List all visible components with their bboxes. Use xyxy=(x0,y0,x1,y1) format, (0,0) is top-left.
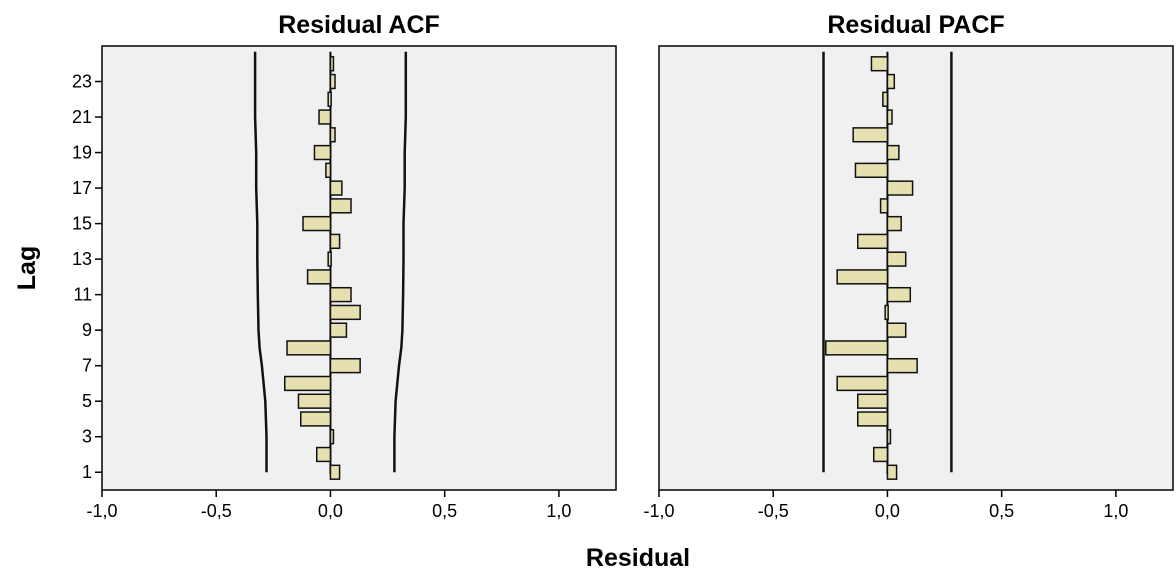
acf-y-tick-label: 7 xyxy=(82,356,92,376)
acf-y-tick-label: 13 xyxy=(72,249,92,269)
acf-y-tick-label: 15 xyxy=(72,214,92,234)
pacf-x-tick-label: 0,0 xyxy=(875,501,900,521)
acf-bar-lag-8 xyxy=(286,340,332,356)
pacf-bar-lag-3 xyxy=(886,429,892,445)
pacf-bar-lag-9 xyxy=(886,322,907,338)
acf-y-tick-label: 5 xyxy=(82,391,92,411)
acf-x-tick-label: 0,0 xyxy=(318,501,343,521)
acf-bar-lag-23 xyxy=(329,73,336,90)
pacf-x-tick-label: 1,0 xyxy=(1103,501,1128,521)
acf-bar-lag-17 xyxy=(329,180,343,196)
acf-bar-lag-5 xyxy=(297,393,332,409)
pacf-bar-lag-4 xyxy=(856,411,889,427)
acf-x-tick-label: -1,0 xyxy=(86,501,117,521)
acf-confidence-upper xyxy=(393,51,408,473)
acf-y-tick-label: 9 xyxy=(82,320,92,340)
pacf-bar-lag-17 xyxy=(886,180,914,196)
pacf-bar-lag-16 xyxy=(879,198,889,214)
acf-bar-lag-9 xyxy=(329,322,348,338)
pacf-bar-lag-13 xyxy=(886,251,907,267)
pacf-bar-lag-12 xyxy=(836,269,889,285)
pacf-plot-area xyxy=(658,45,1174,491)
shared-y-axis-label: Lag xyxy=(13,246,41,290)
pacf-bar-lag-19 xyxy=(886,144,900,161)
acf-bar-lag-10 xyxy=(329,304,361,321)
acf-bar-lag-16 xyxy=(329,198,352,214)
pacf-bar-lag-6 xyxy=(836,375,889,392)
acf-panel-title: Residual ACF xyxy=(278,11,440,39)
acf-bar-lag-13 xyxy=(327,251,332,267)
acf-y-tick-label: 21 xyxy=(72,107,92,127)
pacf-bar-lag-15 xyxy=(886,215,902,232)
acf-bar-lag-24 xyxy=(329,56,335,72)
acf-bars xyxy=(284,56,361,480)
pacf-panel-title: Residual PACF xyxy=(827,11,1004,39)
acf-bar-lag-14 xyxy=(329,233,341,250)
pacf-bar-lag-2 xyxy=(872,446,889,463)
pacf-bar-lag-20 xyxy=(852,127,889,143)
pacf-bar-lag-21 xyxy=(886,109,893,125)
pacf-bar-lag-22 xyxy=(882,91,889,107)
pacf-bar-lag-1 xyxy=(886,464,898,480)
pacf-x-axis: -1,0 -0,5 0,0 0,5 1,0 xyxy=(643,490,1128,521)
acf-bar-lag-18 xyxy=(325,162,332,178)
acf-bar-lag-6 xyxy=(284,375,332,392)
acf-y-tick-label: 23 xyxy=(72,72,92,92)
acf-y-tick-label: 3 xyxy=(82,427,92,447)
shared-x-axis-label: Residual xyxy=(586,544,690,572)
acf-confidence-lower xyxy=(253,51,268,473)
acf-y-tick-label: 17 xyxy=(72,178,92,198)
pacf-bar-lag-23 xyxy=(886,73,896,90)
pacf-bar-lag-24 xyxy=(870,56,889,72)
acf-bar-lag-2 xyxy=(315,446,332,463)
pacf-bars xyxy=(825,56,918,480)
pacf-panel: Residual PACF -1,0 -0,5 0,0 0,5 1,0 xyxy=(643,11,1174,521)
acf-plot-area xyxy=(101,45,617,491)
pacf-bar-lag-7 xyxy=(886,358,918,374)
acf-x-axis: -1,0 -0,5 0,0 0,5 1,0 xyxy=(86,490,571,521)
acf-confidence-limits xyxy=(253,51,408,473)
acf-bar-lag-21 xyxy=(318,109,332,125)
acf-y-tick-label: 1 xyxy=(82,462,92,482)
acf-bar-lag-11 xyxy=(329,286,352,303)
acf-bar-lag-1 xyxy=(329,464,341,480)
acf-x-tick-label: 0,5 xyxy=(432,501,457,521)
acf-bar-lag-22 xyxy=(327,91,332,107)
acf-bar-lag-19 xyxy=(313,144,332,161)
acf-bar-lag-12 xyxy=(306,269,332,285)
acf-bar-lag-20 xyxy=(329,127,336,143)
acf-y-tick-label: 19 xyxy=(72,143,92,163)
pacf-bar-lag-11 xyxy=(886,286,912,303)
acf-panel: Residual ACF -1,0 -0,5 0,0 0,5 1,0 135791113… xyxy=(72,11,617,521)
pacf-confidence-limits xyxy=(822,51,953,473)
pacf-bar-lag-18 xyxy=(854,162,889,178)
acf-bar-lag-7 xyxy=(329,358,361,374)
acf-x-tick-label: 1,0 xyxy=(546,501,571,521)
pacf-x-tick-label: -0,5 xyxy=(758,501,789,521)
acf-bar-lag-15 xyxy=(302,215,332,232)
acf-bar-lag-3 xyxy=(329,429,335,445)
acf-x-tick-label: -0,5 xyxy=(201,501,232,521)
acf-y-tick-label: 11 xyxy=(73,285,92,305)
pacf-bar-lag-10 xyxy=(884,304,889,321)
pacf-x-tick-label: 0,5 xyxy=(989,501,1014,521)
pacf-x-tick-label: -1,0 xyxy=(643,501,674,521)
pacf-bar-lag-5 xyxy=(856,393,889,409)
pacf-bar-lag-14 xyxy=(856,233,889,250)
pacf-bar-lag-8 xyxy=(825,340,889,356)
acf-bar-lag-4 xyxy=(299,411,332,427)
